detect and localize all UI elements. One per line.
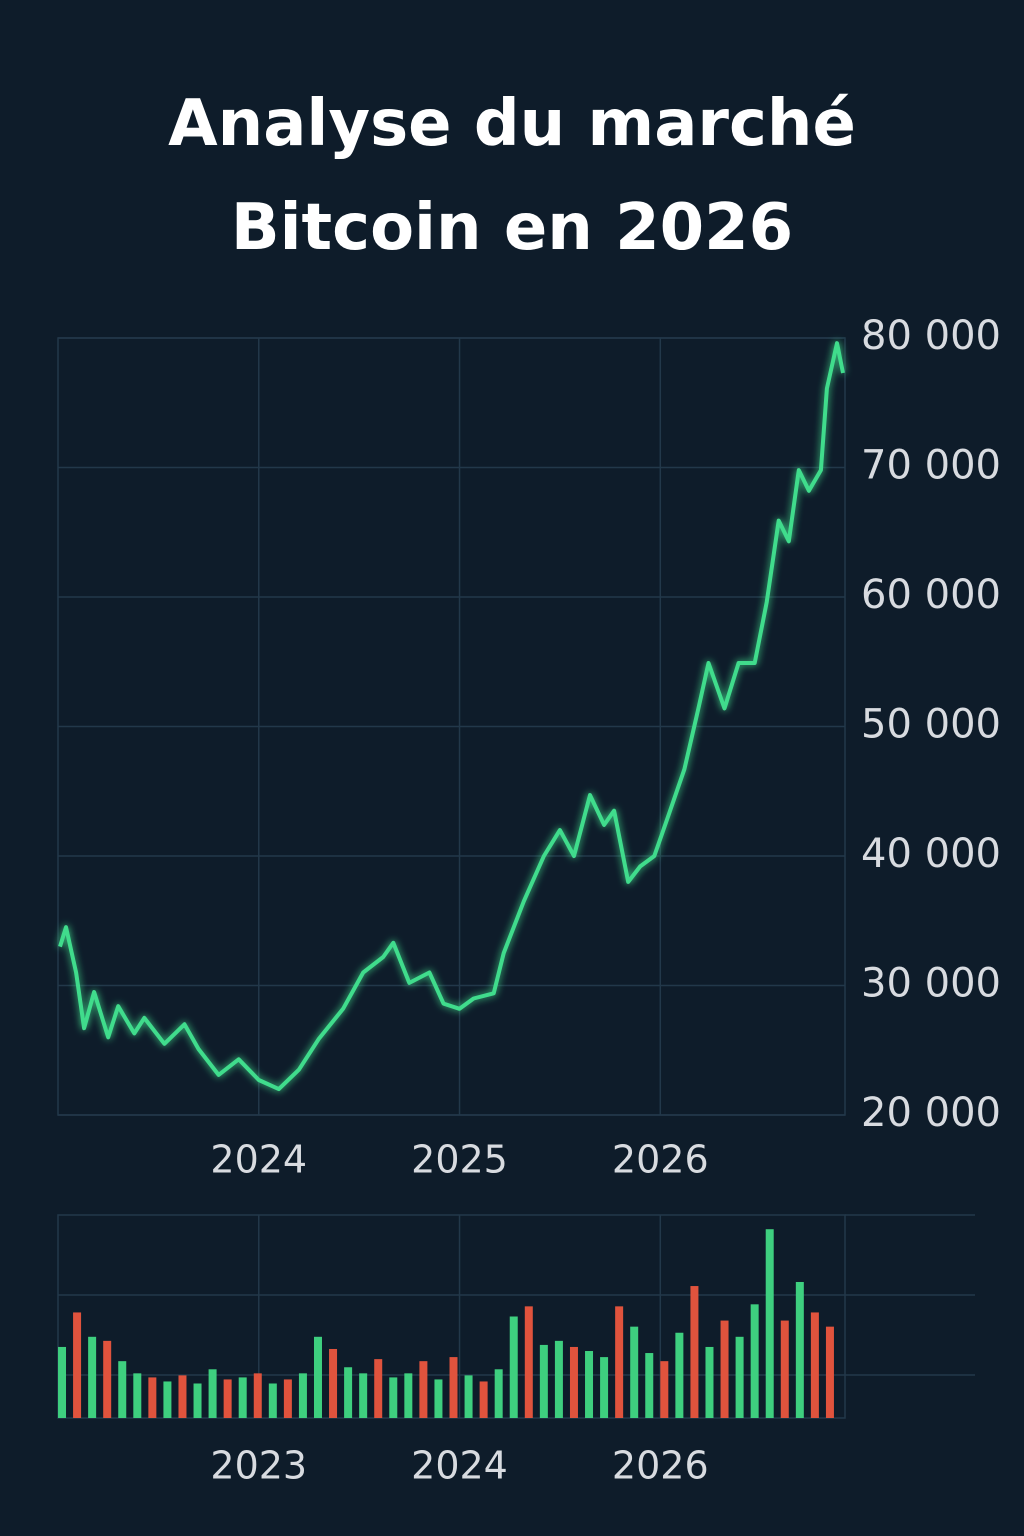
volume-bar [795,1281,804,1418]
x-tick-label: 2026 [612,1444,709,1488]
volume-bar [675,1332,684,1418]
volume-bar [509,1316,518,1418]
y-tick-label: 40 000 [861,831,1001,877]
volume-bar [283,1379,292,1418]
volume-bar [404,1373,413,1418]
volume-bar [539,1344,548,1418]
x-tick-label: 2026 [612,1138,709,1182]
volume-bar [705,1346,714,1418]
volume-bar [615,1306,624,1418]
volume-bar [193,1383,202,1418]
volume-bar [630,1326,639,1418]
volume-bar [133,1373,142,1418]
volume-bar [479,1381,488,1418]
volume-bar [103,1340,112,1418]
price-line [58,341,845,1092]
volume-bar [374,1359,383,1418]
y-tick-label: 60 000 [861,572,1001,618]
volume-bar [810,1312,819,1418]
x-tick-label: 2024 [411,1444,508,1488]
volume-bar [645,1353,654,1418]
volume-bar [389,1377,398,1418]
volume-bar [449,1357,458,1418]
volume-bar [554,1340,563,1418]
volume-bar [208,1369,217,1418]
volume-bar [88,1336,97,1418]
y-tick-label: 50 000 [861,702,1001,748]
volume-bar [178,1375,187,1418]
volume-bar [569,1346,578,1418]
y-tick-label: 20 000 [861,1090,1001,1136]
volume-bar [419,1361,428,1418]
y-tick-label: 70 000 [861,443,1001,489]
volume-bar [690,1286,699,1418]
x-tick-label: 2025 [411,1138,508,1182]
volume-bar [253,1373,262,1418]
volume-bar [720,1320,729,1418]
volume-bar [750,1304,759,1418]
volume-bar [163,1381,172,1418]
volume-bar [434,1379,443,1418]
volume-bar [148,1377,157,1418]
volume-bar [494,1369,503,1418]
volume-bar [58,1346,67,1418]
volume-bar [73,1312,82,1418]
x-tick-label: 2024 [210,1138,307,1182]
volume-bar [660,1361,669,1418]
chart-title: Analyse du marché Bitcoin en 2026 [168,87,856,265]
volume-bar [825,1326,834,1418]
volume-bar [359,1373,368,1418]
volume-bar [464,1375,473,1418]
volume-bar [585,1351,594,1418]
volume-bar [223,1379,232,1418]
volume-bar [298,1373,307,1418]
volume-bar [238,1377,247,1418]
volume-bar [735,1336,744,1418]
volume-bar [118,1361,127,1418]
y-tick-label: 80 000 [861,313,1001,359]
x-tick-label: 2023 [210,1444,307,1488]
volume-bar [524,1306,533,1418]
volume-bar [268,1383,277,1418]
y-tick-label: 30 000 [861,961,1001,1007]
volume-bar [329,1348,338,1418]
volume-bar [765,1229,774,1418]
volume-bar [313,1336,322,1418]
volume-bar [344,1367,353,1418]
volume-bar [600,1357,609,1418]
volume-bar [780,1320,789,1418]
